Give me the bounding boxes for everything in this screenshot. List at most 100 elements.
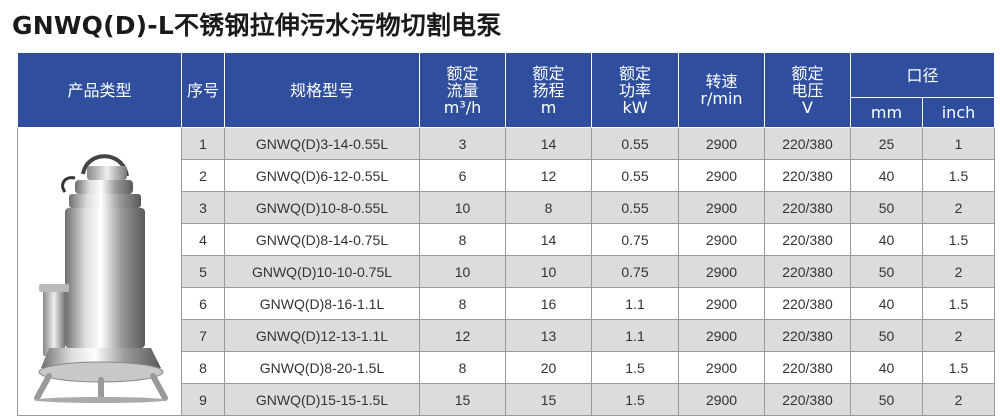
table-row: 6 GNWQ(D)8-16-1.1L 8 16 1.1 2900 220/380 40 1.5: [18, 287, 995, 320]
header-power: 额定 功率 kW: [591, 52, 679, 128]
table-row: 8 GNWQ(D)8-20-1.5L 8 20 1.5 2900 220/380 40 1.5: [18, 351, 995, 384]
cell-head: 8: [505, 191, 592, 224]
cell-no: 3: [181, 191, 225, 224]
cell-inch: 2: [922, 383, 995, 416]
cell-voltage: 220/380: [764, 223, 851, 256]
header-flow: 额定 流量 m³/h: [419, 52, 506, 128]
cell-voltage: 220/380: [764, 159, 851, 192]
cell-speed: 2900: [678, 191, 765, 224]
cell-head: 15: [505, 383, 592, 416]
table-row: 3 GNWQ(D)10-8-0.55L 10 8 0.55 2900 220/380 50 2: [18, 191, 995, 224]
cell-model: GNWQ(D)12-13-1.1L: [224, 319, 420, 352]
cell-no: 8: [181, 351, 225, 384]
cell-no: 1: [181, 127, 225, 160]
cell-power: 1.1: [591, 287, 679, 320]
cell-mm: 40: [850, 159, 923, 192]
cell-inch: 1.5: [922, 351, 995, 384]
cell-flow: 10: [419, 255, 506, 288]
header-speed: 转速 r/min: [678, 52, 765, 128]
header-voltage: 额定 电压 V: [764, 52, 851, 128]
cell-flow: 8: [419, 223, 506, 256]
cell-flow: 8: [419, 287, 506, 320]
cell-inch: 1.5: [922, 287, 995, 320]
cell-power: 0.55: [591, 159, 679, 192]
header-diameter-inch: inch: [922, 97, 995, 128]
cell-inch: 2: [922, 319, 995, 352]
cell-no: 9: [181, 383, 225, 416]
cell-speed: 2900: [678, 383, 765, 416]
cell-voltage: 220/380: [764, 383, 851, 416]
cell-no: 5: [181, 255, 225, 288]
cell-mm: 40: [850, 287, 923, 320]
cell-model: GNWQ(D)8-14-0.75L: [224, 223, 420, 256]
cell-power: 0.75: [591, 223, 679, 256]
cell-mm: 40: [850, 223, 923, 256]
cell-no: 4: [181, 223, 225, 256]
cell-power: 0.55: [591, 127, 679, 160]
cell-inch: 1: [922, 127, 995, 160]
cell-head: 13: [505, 319, 592, 352]
cell-mm: 50: [850, 319, 923, 352]
cell-flow: 6: [419, 159, 506, 192]
header-product-type: 产品类型: [17, 52, 182, 128]
table-row: 1 GNWQ(D)3-14-0.55L 3 14 0.55 2900 220/380 25 1: [17, 127, 995, 416]
cell-head: 10: [505, 255, 592, 288]
page-title: GNWQ(D)-L不锈钢拉伸污水污物切割电泵: [12, 11, 502, 40]
cell-voltage: 220/380: [764, 319, 851, 352]
pump-image: [33, 154, 168, 403]
cell-mm: 25: [850, 127, 923, 160]
cell-mm: 50: [850, 255, 923, 288]
cell-head: 16: [505, 287, 592, 320]
cell-power: 0.55: [591, 191, 679, 224]
cell-inch: 2: [922, 255, 995, 288]
cell-voltage: 220/380: [764, 127, 851, 160]
cell-flow: 10: [419, 191, 506, 224]
cell-no: 6: [181, 287, 225, 320]
cell-model: GNWQ(D)10-10-0.75L: [224, 255, 420, 288]
cell-model: GNWQ(D)6-12-0.55L: [224, 159, 420, 192]
cell-speed: 2900: [678, 287, 765, 320]
header-model: 规格型号: [224, 52, 420, 128]
cell-power: 1.5: [591, 351, 679, 384]
table-row: 9 GNWQ(D)15-15-1.5L 15 15 1.5 2900 220/380 50 2: [18, 383, 995, 416]
cell-mm: 50: [850, 383, 923, 416]
header-diameter-mm: mm: [850, 97, 923, 128]
product-image-cell: [17, 127, 182, 416]
cell-model: GNWQ(D)8-16-1.1L: [224, 287, 420, 320]
cell-speed: 2900: [678, 351, 765, 384]
cell-speed: 2900: [678, 255, 765, 288]
cell-voltage: 220/380: [764, 191, 851, 224]
cell-inch: 2: [922, 191, 995, 224]
cell-head: 14: [505, 223, 592, 256]
cell-inch: 1.5: [922, 159, 995, 192]
cell-voltage: 220/380: [764, 255, 851, 288]
cell-head: 14: [505, 127, 592, 160]
cell-speed: 2900: [678, 223, 765, 256]
header-diameter: 口径: [850, 52, 995, 98]
header-index: 序号: [181, 52, 225, 128]
cell-no: 7: [181, 319, 225, 352]
cell-model: GNWQ(D)8-20-1.5L: [224, 351, 420, 384]
cell-speed: 2900: [678, 159, 765, 192]
cell-voltage: 220/380: [764, 351, 851, 384]
cell-flow: 3: [419, 127, 506, 160]
cell-mm: 50: [850, 191, 923, 224]
cell-mm: 40: [850, 351, 923, 384]
cell-speed: 2900: [678, 319, 765, 352]
cell-no: 2: [181, 159, 225, 192]
spec-table: 产品类型 序号 规格型号 额定 流量 m³/h 额定 扬程 m 额定 功率 kW…: [17, 52, 995, 416]
cell-power: 1.5: [591, 383, 679, 416]
cell-power: 0.75: [591, 255, 679, 288]
cell-head: 12: [505, 159, 592, 192]
table-row: 5 GNWQ(D)10-10-0.75L 10 10 0.75 2900 220/380 50…: [18, 255, 995, 288]
cell-model: GNWQ(D)3-14-0.55L: [224, 127, 420, 160]
cell-flow: 12: [419, 319, 506, 352]
table-row: 2 GNWQ(D)6-12-0.55L 6 12 0.55 2900 220/380 40 1.…: [18, 159, 995, 192]
cell-speed: 2900: [678, 127, 765, 160]
cell-voltage: 220/380: [764, 287, 851, 320]
cell-head: 20: [505, 351, 592, 384]
cell-inch: 1.5: [922, 223, 995, 256]
header-head: 额定 扬程 m: [505, 52, 592, 128]
cell-flow: 8: [419, 351, 506, 384]
cell-power: 1.1: [591, 319, 679, 352]
